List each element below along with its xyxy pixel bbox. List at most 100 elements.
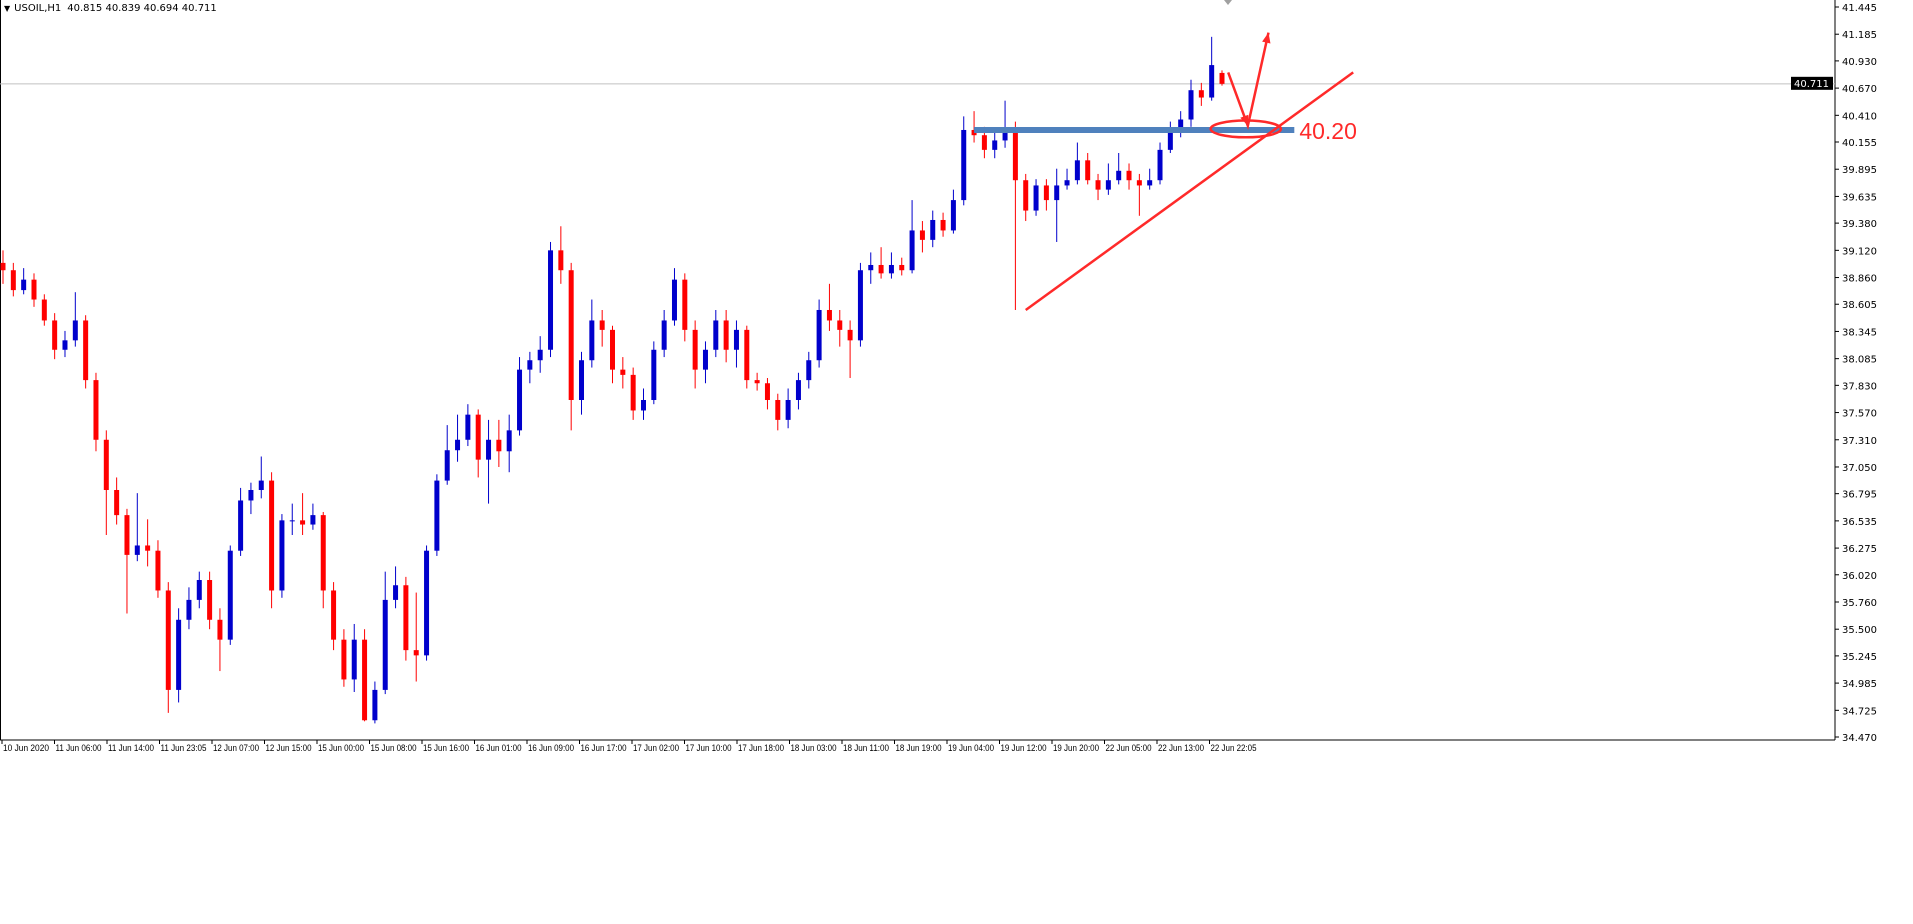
x-tick-label: 11 Jun 14:00 (108, 743, 154, 754)
candle-body (475, 414, 481, 460)
candle-body (950, 200, 956, 231)
candle-body (517, 369, 523, 431)
x-tick-label: 19 Jun 04:00 (948, 743, 994, 754)
trendline (1024, 71, 1354, 312)
chart-shift-marker-icon (1224, 0, 1232, 5)
candle-body (393, 585, 399, 600)
candle-body (155, 550, 161, 591)
candle-body (775, 399, 781, 420)
symbol-label: USOIL,H1 (14, 3, 62, 14)
candle-body (1054, 185, 1060, 201)
candle-body (372, 689, 378, 721)
candle-body (1085, 160, 1091, 181)
candle-body (269, 480, 275, 591)
candle-body (362, 639, 368, 721)
candle-body (62, 340, 68, 350)
candle-body (909, 230, 915, 271)
y-tick-label: 36.020 (1842, 571, 1877, 582)
y-tick-label: 37.830 (1842, 381, 1877, 392)
candle-body (258, 480, 264, 491)
arrow-down-head-icon (1240, 114, 1249, 126)
y-tick-label: 35.245 (1842, 652, 1877, 663)
candle-body (981, 135, 987, 150)
y-tick-label: 39.895 (1842, 165, 1877, 176)
candle-body (403, 585, 409, 651)
x-tick-label: 15 Jun 00:00 (318, 743, 364, 754)
y-tick-label: 36.795 (1842, 490, 1877, 501)
candle-body (1095, 180, 1101, 190)
candle-body (1209, 65, 1215, 98)
dropdown-triangle-icon[interactable]: ▼ (4, 4, 11, 13)
candle-body (620, 369, 626, 375)
x-tick-label: 17 Jun 18:00 (738, 743, 784, 754)
candle-body (114, 490, 120, 516)
candle-body (413, 650, 419, 656)
chart-header: ▼ USOIL,H1 40.815 40.839 40.694 40.711 (4, 3, 217, 14)
candle-body (444, 450, 450, 481)
candle-body (568, 270, 574, 400)
candle-body (238, 500, 244, 551)
candle-body (176, 619, 182, 690)
x-tick-label: 22 Jun 22:05 (1211, 743, 1257, 754)
candle-body (1064, 180, 1070, 186)
x-tick-label: 22 Jun 13:00 (1158, 743, 1204, 754)
candle-body (764, 383, 770, 400)
candle-body (537, 349, 543, 361)
y-tick-label: 38.605 (1842, 300, 1877, 311)
candle-body (145, 545, 151, 551)
candle-body (837, 320, 843, 330)
y-tick-label: 40.410 (1842, 111, 1877, 122)
candle-body (702, 349, 708, 370)
y-tick-label: 39.635 (1842, 192, 1877, 203)
candle-body (610, 329, 615, 370)
y-tick-label: 36.535 (1842, 517, 1877, 528)
candle-body (878, 264, 884, 274)
candle-body (1147, 180, 1153, 186)
candle-body (83, 320, 89, 381)
candle-body (671, 279, 677, 321)
x-tick-label: 10 Jun 2020 (3, 743, 49, 754)
y-tick-label: 34.985 (1842, 679, 1877, 690)
candle-body (1157, 149, 1163, 181)
candle-body (733, 329, 739, 350)
candle-body (548, 250, 554, 350)
candle-body (279, 520, 285, 591)
arrow-up-head-icon (1262, 32, 1271, 44)
candle-body (1219, 72, 1225, 84)
candle-body (723, 320, 729, 350)
candle-body (651, 349, 657, 400)
y-tick-label: 36.275 (1842, 544, 1877, 555)
y-tick-label: 34.725 (1842, 706, 1877, 717)
candle-body (527, 360, 533, 370)
current-price-label: 40.711 (1794, 79, 1829, 90)
x-tick-label: 16 Jun 09:00 (528, 743, 574, 754)
current-price-box (1791, 76, 1833, 90)
x-tick-label: 19 Jun 12:00 (1001, 743, 1047, 754)
candle-body (1198, 90, 1204, 98)
candle-body (888, 264, 894, 274)
candle-body (196, 580, 202, 600)
x-tick-label: 18 Jun 11:00 (843, 743, 889, 754)
candle-body (826, 309, 832, 321)
candle-body (961, 129, 967, 201)
candle-body (465, 414, 471, 440)
y-tick-label: 40.930 (1842, 57, 1877, 68)
y-tick-label: 37.310 (1842, 436, 1877, 447)
candle-body (351, 639, 357, 680)
candle-body (21, 279, 27, 291)
x-tick-label: 16 Jun 17:00 (581, 743, 627, 754)
y-tick-label: 39.120 (1842, 246, 1877, 257)
candle-body (579, 360, 585, 400)
x-tick-label: 17 Jun 10:00 (686, 743, 732, 754)
candle-body (1033, 185, 1039, 211)
candle-body (1188, 90, 1194, 120)
candle-body (300, 520, 306, 525)
candle-body (496, 439, 502, 452)
candle-body (248, 490, 254, 501)
candle-body (41, 299, 47, 321)
y-tick-label: 34.470 (1842, 733, 1877, 744)
candle-body (1074, 160, 1080, 181)
candle-body (341, 639, 347, 680)
y-tick-label: 41.185 (1842, 30, 1877, 41)
